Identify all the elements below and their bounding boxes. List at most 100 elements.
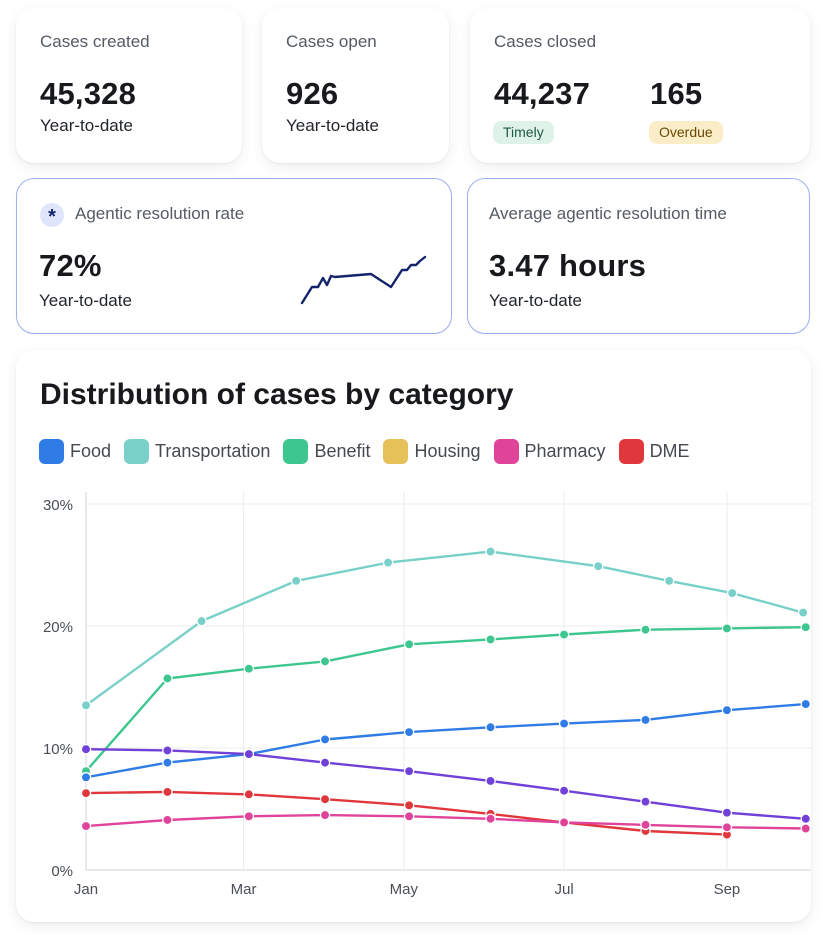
data-point-pharmacy	[800, 823, 811, 834]
y-tick-label: 10%	[43, 741, 73, 758]
legend-label: Housing	[414, 441, 481, 461]
series-line-food	[85, 702, 806, 779]
cases-created-value: 45,328	[40, 76, 137, 111]
data-point-unlabeled	[485, 775, 496, 787]
agentic-time-sub: Year-to-date	[489, 291, 582, 310]
data-point-dme	[403, 800, 415, 811]
data-point-unlabeled	[800, 813, 811, 825]
x-tick-label: Jul	[554, 881, 573, 898]
cases-created-title: Cases created	[40, 32, 150, 51]
data-point-benefit	[485, 634, 496, 645]
legend-item-benefit[interactable]: Benefit	[283, 439, 370, 464]
data-point-unlabeled	[403, 765, 415, 777]
cases-closed-timely-value: 44,237	[494, 76, 591, 111]
y-tick-label: 20%	[43, 619, 73, 636]
data-point-dme	[640, 825, 651, 837]
legend-swatch	[618, 439, 644, 464]
legend-swatch	[39, 439, 64, 464]
data-point-transportation	[196, 615, 207, 627]
data-point-food	[558, 718, 570, 729]
data-point-pharmacy	[721, 822, 733, 833]
data-point-transportation	[80, 700, 92, 711]
agentic-rate-title: Agentic resolution rate	[75, 204, 245, 223]
data-point-food	[80, 772, 92, 783]
series-line-dme	[85, 790, 727, 836]
series-line-pharmacy	[85, 813, 806, 830]
data-point-dme	[243, 789, 255, 800]
data-point-benefit	[640, 624, 651, 635]
legend-item-food[interactable]: Food	[39, 439, 111, 464]
data-point-food	[162, 757, 173, 768]
data-point-transportation	[663, 575, 675, 587]
data-point-unlabeled	[558, 785, 570, 796]
data-point-unlabeled	[640, 796, 651, 807]
legend-item-pharmacy[interactable]: Pharmacy	[493, 439, 606, 464]
cases-closed-overdue-value: 165	[650, 76, 703, 111]
x-tick-label: Jan	[74, 881, 98, 898]
data-point-pharmacy	[558, 817, 570, 828]
data-point-transportation	[290, 575, 302, 587]
data-point-unlabeled	[80, 743, 92, 755]
data-point-pharmacy	[485, 813, 496, 825]
cases-created-card: Cases created 45,328 Year-to-date	[16, 8, 242, 163]
legend-item-dme[interactable]: DME	[618, 439, 690, 464]
x-tick-label: Mar	[231, 881, 257, 898]
data-point-benefit	[80, 765, 92, 777]
series-line-transportation	[85, 550, 804, 707]
x-tick-label: May	[390, 881, 419, 898]
data-point-food	[640, 714, 651, 726]
data-point-pharmacy	[80, 820, 92, 832]
timely-badge: Timely	[493, 121, 554, 144]
data-point-transportation	[726, 587, 738, 599]
data-point-benefit	[800, 621, 811, 633]
data-point-transportation	[797, 607, 809, 618]
cases-open-title: Cases open	[286, 32, 377, 51]
data-point-pharmacy	[243, 811, 255, 822]
agentic-rate-sparkline	[300, 255, 427, 305]
legend-label: Benefit	[314, 441, 371, 461]
overdue-badge: Overdue	[649, 121, 723, 144]
data-point-transportation	[485, 546, 496, 557]
asterisk-icon: *	[40, 203, 64, 228]
data-point-pharmacy	[640, 819, 651, 831]
data-point-benefit	[162, 673, 173, 684]
legend-label: Food	[70, 441, 112, 461]
data-point-dme	[162, 786, 173, 798]
data-point-unlabeled	[319, 757, 331, 768]
data-point-benefit	[558, 629, 570, 640]
agentic-rate-value: 72%	[39, 248, 102, 283]
data-point-dme	[80, 787, 92, 799]
legend-swatch	[283, 439, 309, 464]
cases-closed-card: Cases closed 44,237 Timely 165 Overdue	[470, 8, 810, 163]
data-point-pharmacy	[403, 811, 415, 822]
legend-label: Pharmacy	[524, 441, 606, 461]
series-line-benefit	[85, 626, 806, 772]
chart-legend: Food Transportation Benefit Housing Pharmacy…	[39, 439, 703, 464]
legend-label: Transportation	[155, 441, 271, 461]
cases-open-value: 926	[286, 76, 339, 111]
data-point-benefit	[721, 623, 733, 634]
data-point-pharmacy	[162, 814, 173, 826]
legend-item-transportation[interactable]: Transportation	[124, 439, 270, 464]
data-point-benefit	[243, 663, 255, 674]
legend-swatch	[493, 439, 519, 464]
x-tick-label: Sep	[714, 881, 741, 898]
legend-swatch	[383, 439, 409, 464]
cases-closed-title: Cases closed	[494, 32, 597, 51]
cases-open-card: Cases open 926 Year-to-date	[262, 8, 449, 163]
data-point-dme	[721, 829, 733, 840]
data-point-benefit	[403, 639, 415, 650]
data-point-transportation	[592, 560, 604, 572]
data-point-dme	[558, 817, 570, 828]
y-tick-label: 30%	[43, 497, 73, 514]
chart-title: Distribution of cases by category	[40, 378, 514, 411]
agentic-resolution-rate-card: * Agentic resolution rate 72% Year-to-da…	[16, 178, 452, 334]
data-point-food	[319, 734, 331, 745]
data-point-transportation	[382, 557, 394, 568]
legend-item-housing[interactable]: Housing	[383, 439, 481, 464]
legend-label: DME	[649, 441, 690, 461]
cases-created-sub: Year-to-date	[40, 116, 133, 135]
agentic-time-value: 3.47 hours	[489, 248, 647, 283]
data-point-unlabeled	[721, 807, 733, 818]
series-line-unlabeled	[85, 748, 806, 820]
